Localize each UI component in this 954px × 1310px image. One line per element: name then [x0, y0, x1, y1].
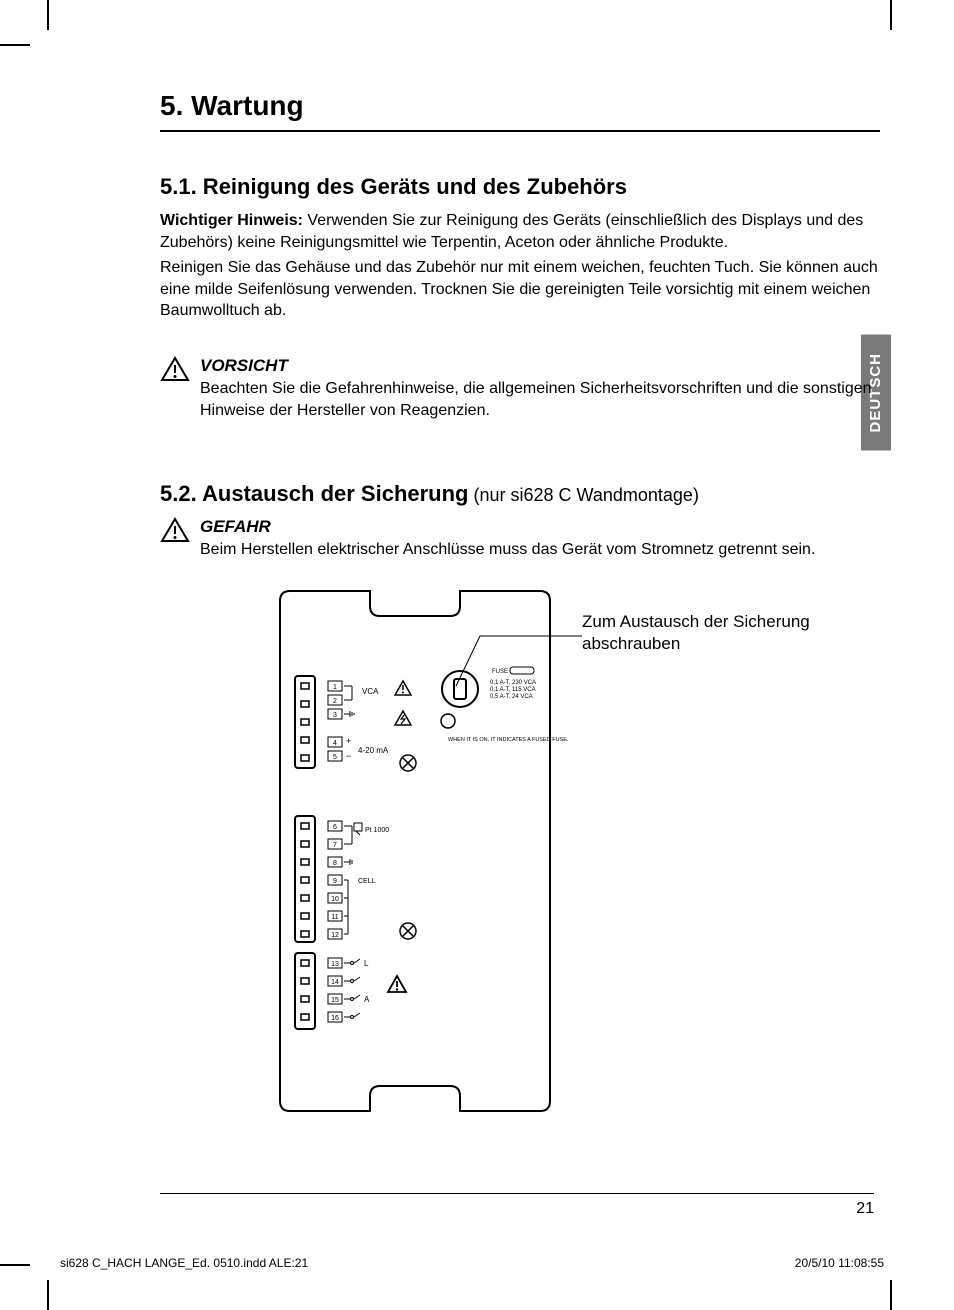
svg-text:9: 9 — [333, 878, 337, 885]
vorsicht-text: VORSICHT Beachten Sie die Gefahrenhinwei… — [200, 356, 880, 421]
section-52-title: 5.2. Austausch der Sicherung (nur si628 … — [160, 481, 880, 507]
svg-text:14: 14 — [331, 979, 339, 986]
vorsicht-head: VORSICHT — [200, 356, 880, 376]
crop-mark — [890, 1280, 892, 1310]
wiring-diagram: Zum Austausch der Sicherung abschrauben … — [160, 581, 880, 1131]
page: DEUTSCH 5. Wartung 5.1. Reinigung des Ge… — [0, 0, 954, 1310]
crop-mark — [0, 44, 30, 46]
section-52-title-suffix: (nur si628 C Wandmontage) — [469, 485, 699, 505]
fuse-note: WHEN IT IS ON, IT INDICATES A FUSED FUSE… — [448, 737, 569, 743]
warning-icon — [160, 356, 190, 421]
svg-text:15: 15 — [331, 997, 339, 1004]
gefahr-callout: GEFAHR Beim Herstellen elektrischer Ansc… — [160, 517, 880, 561]
pt1000-label: Pt 1000 — [365, 827, 389, 834]
diagram-svg: FUSE 0,1 A-T, 230 VCA 0,1 A-T, 115 VCA 0… — [270, 581, 710, 1121]
fuse-spec-1: 0,1 A-T, 230 VCA — [490, 680, 536, 686]
svg-text:8: 8 — [333, 860, 337, 867]
section-51-para1: Wichtiger Hinweis: Verwenden Sie zur Rei… — [160, 210, 880, 253]
gefahr-head: GEFAHR — [200, 517, 815, 537]
connector-3 — [301, 960, 309, 1020]
crop-mark — [47, 0, 49, 30]
ma-label: 4-20 mA — [358, 746, 389, 755]
crop-mark — [890, 0, 892, 30]
svg-text:13: 13 — [331, 961, 339, 968]
vorsicht-callout: VORSICHT Beachten Sie die Gefahrenhinwei… — [160, 356, 880, 421]
connector-2 — [301, 823, 309, 937]
svg-text:11: 11 — [331, 914, 338, 921]
fuse-spec-3: 0,5 A-T, 24 VCA — [490, 694, 533, 700]
vca-label: VCA — [362, 687, 379, 696]
fuse-label: FUSE — [492, 669, 508, 675]
svg-text:+: + — [346, 736, 351, 746]
svg-text:−: − — [346, 751, 351, 761]
danger-icon — [160, 517, 190, 561]
lead-bold: Wichtiger Hinweis: — [160, 212, 303, 229]
fuse-spec-2: 0,1 A-T, 115 VCA — [490, 687, 536, 693]
crop-mark — [47, 1280, 49, 1310]
svg-text:6: 6 — [333, 824, 337, 831]
connector-1 — [301, 683, 309, 761]
svg-text:3: 3 — [333, 712, 337, 719]
svg-text:L: L — [364, 959, 369, 968]
page-number: 21 — [856, 1200, 874, 1217]
gefahr-text: GEFAHR Beim Herstellen elektrischer Ansc… — [200, 517, 815, 561]
content-column: 5. Wartung 5.1. Reinigung des Geräts und… — [160, 90, 880, 1131]
svg-text:1: 1 — [333, 684, 337, 691]
crop-mark — [0, 1264, 30, 1266]
svg-text:A: A — [364, 995, 370, 1004]
cell-label: CELL — [358, 878, 376, 885]
vorsicht-body: Beachten Sie die Gefahrenhinweise, die a… — [200, 378, 880, 421]
gefahr-body: Beim Herstellen elektrischer Anschlüsse … — [200, 539, 815, 561]
section-51-para2: Reinigen Sie das Gehäuse und das Zubehör… — [160, 257, 880, 322]
page-footer: 21 — [160, 1193, 874, 1218]
svg-text:16: 16 — [331, 1015, 339, 1022]
svg-text:2: 2 — [333, 698, 337, 705]
svg-text:7: 7 — [333, 842, 337, 849]
print-meta-right: 20/5/10 11:08:55 — [795, 1256, 884, 1270]
svg-text:10: 10 — [331, 896, 339, 903]
print-meta-left: si628 C_HACH LANGE_Ed. 0510.indd ALE:21 — [60, 1256, 308, 1270]
section-51-title: 5.1. Reinigung des Geräts und des Zubehö… — [160, 174, 880, 200]
section-52-title-main: 5.2. Austausch der Sicherung — [160, 481, 469, 506]
svg-text:4: 4 — [333, 740, 337, 747]
svg-text:12: 12 — [331, 932, 339, 939]
chapter-title: 5. Wartung — [160, 90, 880, 132]
svg-text:5: 5 — [333, 754, 337, 761]
